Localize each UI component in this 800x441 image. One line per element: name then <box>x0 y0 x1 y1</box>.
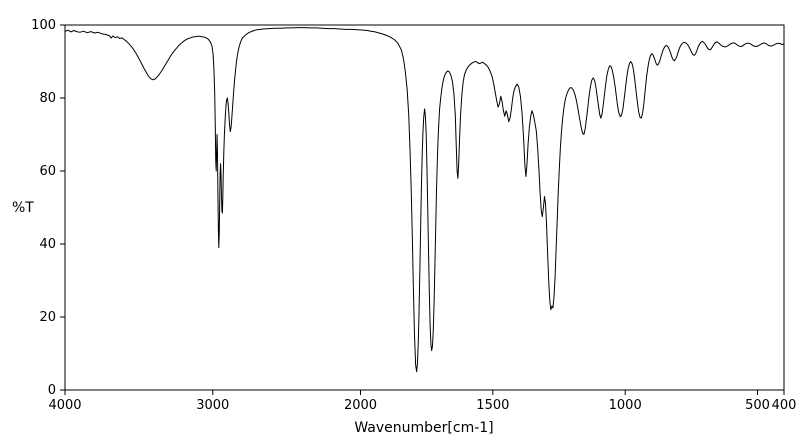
y-axis-ticks: 0 20 40 60 80 100 <box>31 18 65 398</box>
spectrum-line <box>64 27 785 373</box>
x-axis-ticks: 4000 3000 2000 1500 1000 500 400 <box>48 390 796 413</box>
x-tick-label: 1500 <box>476 398 509 413</box>
x-tick-label: 4000 <box>48 398 81 413</box>
x-tick-label: 400 <box>772 398 797 413</box>
y-tick-label: 20 <box>39 310 56 325</box>
y-tick-label: 80 <box>39 91 56 106</box>
x-tick-label: 3000 <box>196 398 229 413</box>
x-tick-label: 500 <box>745 398 770 413</box>
plot-border <box>64 24 785 391</box>
x-axis-label: Wavenumber[cm-1] <box>354 420 493 436</box>
y-axis-label: %T <box>12 200 34 216</box>
y-tick-label: 60 <box>39 164 56 179</box>
x-tick-label: 2000 <box>344 398 377 413</box>
y-tick-label: 40 <box>39 237 56 252</box>
y-tick-label: 0 <box>48 383 56 398</box>
x-tick-label: 1000 <box>609 398 642 413</box>
y-tick-label: 100 <box>31 18 56 33</box>
